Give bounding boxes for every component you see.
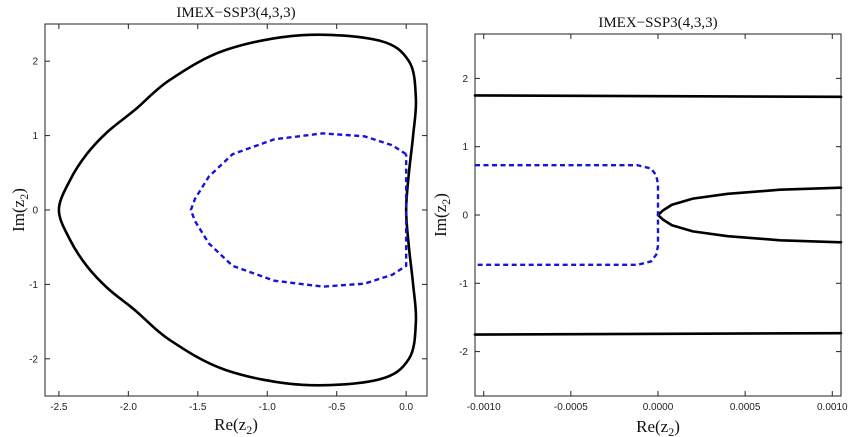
right-x-tick-label: 0.0005 [730,402,761,413]
right-series-1-solid-curve [473,331,843,336]
right-x-axis-label: Re(z2) [636,417,680,437]
left-chart-panel: IMEX−SSP3(4,3,3) -2.5 -2.0 -1.5 -1.0 -0.5 0.0… [9,5,428,437]
right-series-2-solid-curve [656,186,843,244]
left-series-0-solid-curve [57,33,418,387]
left-x-tick-label: -2.0 [120,402,138,413]
right-y-tick-label: -1 [459,279,468,290]
left-plot-frame [44,23,428,397]
left-y-tick-label: 2 [32,57,38,68]
right-series-3-dashed-curve [475,163,660,267]
left-x-axis-label: Re(z2) [214,415,258,437]
right-y-tick-label: -2 [459,347,468,358]
right-x-tick-label: -0.0010 [467,402,501,413]
left-y-tick-label: -2 [29,354,38,365]
right-y-axis-label: Im(z2) [431,193,453,237]
left-series-1-dashed-curve [189,132,408,288]
left-chart-title: IMEX−SSP3(4,3,3) [176,5,295,21]
right-y-tick-label: 2 [462,74,468,85]
left-y-tick-label: 0 [32,206,38,217]
left-x-tick-label: -1.5 [189,402,207,413]
right-ticks: -0.0010 -0.0005 0.0000 0.0005 0.0010 -2 -1 0 1 2 [459,34,848,413]
left-x-tick-label: -1.0 [259,402,277,413]
right-x-tick-label: 0.0000 [643,402,674,413]
left-ticks: -2.5 -2.0 -1.5 -1.0 -0.5 0.0 -2 -1 0 1 2 [29,24,427,413]
left-y-axis-label: Im(z2) [9,188,31,232]
right-x-tick-label: -0.0005 [554,402,588,413]
right-y-tick-label: 1 [462,142,468,153]
right-chart-title: IMEX−SSP3(4,3,3) [598,15,717,31]
right-series-group [473,94,843,336]
left-series-group [57,33,418,387]
right-x-tick-label: 0.0010 [817,402,848,413]
left-x-tick-label: -2.5 [50,402,68,413]
right-series-0-solid-curve [473,94,843,99]
right-y-tick-label: 0 [462,211,468,222]
left-y-tick-label: -1 [29,280,38,291]
left-x-tick-label: 0.0 [399,402,413,413]
right-chart-panel: IMEX−SSP3(4,3,3) -0.0010 -0.0005 0.0000 0.0… [431,15,848,437]
left-y-tick-label: 1 [32,131,38,142]
left-x-tick-label: -0.5 [328,402,346,413]
